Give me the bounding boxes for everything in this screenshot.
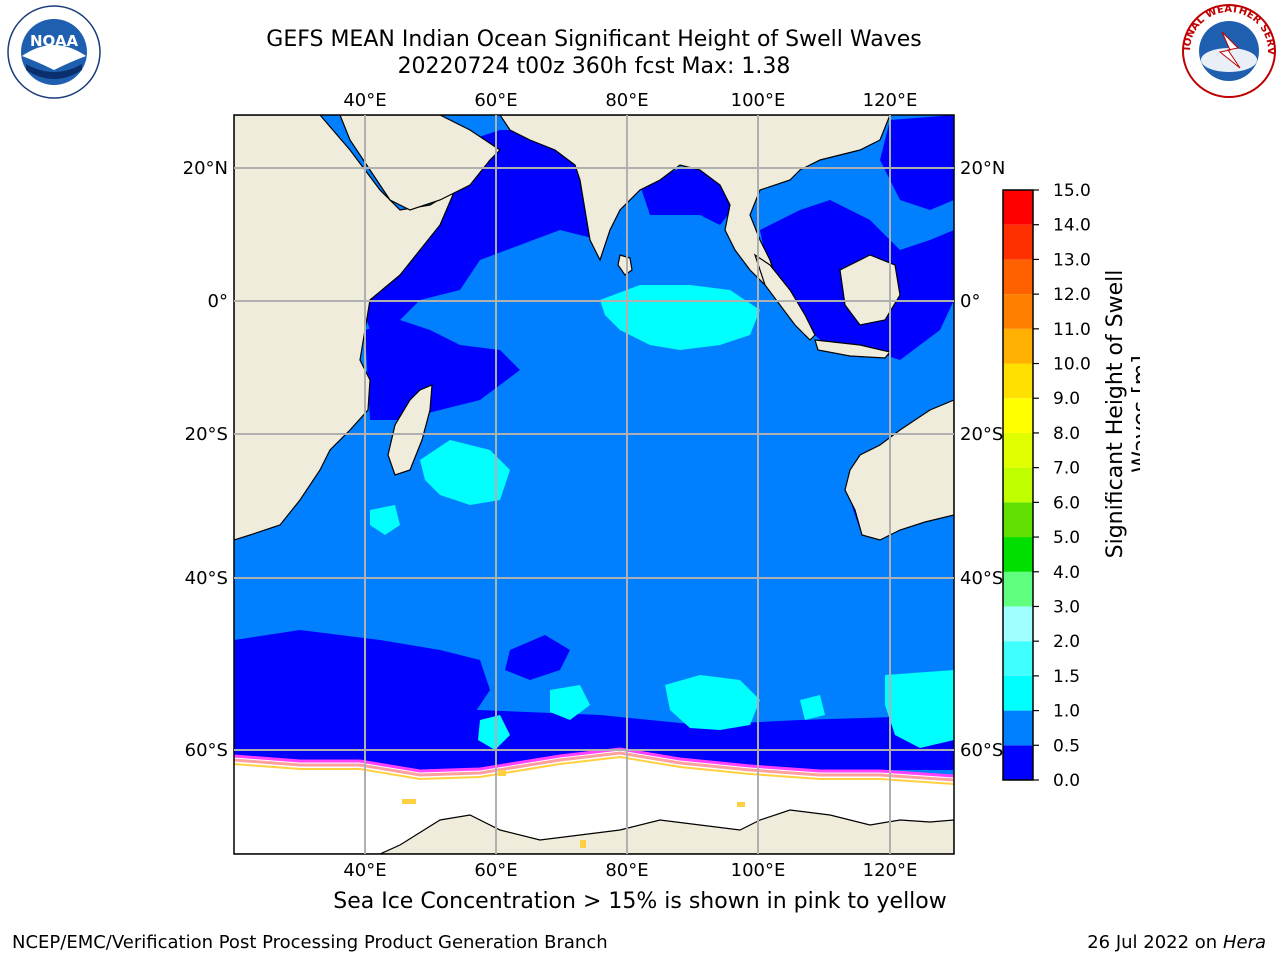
lat-label-left: 20°N — [183, 158, 228, 179]
colorbar-tick-label: 11.0 — [1053, 320, 1091, 340]
lat-label-right: 60°S — [960, 740, 1003, 761]
colorbar-tick-label: 3.0 — [1053, 597, 1080, 617]
colorbar-title-line1: Significant Height of Swell — [1103, 270, 1128, 559]
colorbar-tick-label: 1.5 — [1053, 667, 1080, 687]
colorbar-swatch — [1003, 224, 1033, 260]
lat-label-left: 20°S — [185, 424, 228, 445]
lon-label-top: 120°E — [863, 90, 918, 111]
graticule — [234, 115, 954, 854]
colorbar-tick-label: 14.0 — [1053, 216, 1091, 236]
colorbar-swatch — [1003, 675, 1033, 711]
lat-label-right: 20°S — [960, 424, 1003, 445]
footer-credit: NCEP/EMC/Verification Post Processing Pr… — [12, 932, 608, 953]
ice-edge-salmon — [234, 751, 954, 782]
map-subtitle: 20220724 t00z 360h fcst Max: 1.38 — [397, 54, 791, 79]
colorbar-swatch — [1003, 190, 1033, 225]
sea-ice-caption: Sea Ice Concentration > 15% is shown in … — [333, 889, 947, 914]
colorbar-swatch — [1003, 641, 1033, 676]
colorbar-tick-label: 7.0 — [1053, 459, 1080, 479]
colorbar-tick-label: 8.0 — [1053, 424, 1080, 444]
noaa-logo: NOAA — [7, 5, 101, 99]
colorbar-title-line2: Waves [m] — [1129, 355, 1140, 472]
colorbar-tick-label: 15.0 — [1053, 181, 1091, 201]
lat-label-left: 0° — [208, 291, 228, 312]
ice-edge-yellow — [234, 755, 954, 785]
colorbar-swatch — [1003, 328, 1033, 364]
colorbar-swatch — [1003, 606, 1033, 642]
lat-label-right: 20°N — [960, 158, 1005, 179]
lat-label-left: 60°S — [185, 740, 228, 761]
lon-label-bottom: 80°E — [605, 860, 648, 881]
colorbar-tick-label: 9.0 — [1053, 389, 1080, 409]
colorbar-tick-label: 2.0 — [1053, 632, 1080, 652]
lon-label-top: 100°E — [731, 90, 786, 111]
colorbar-swatch — [1003, 502, 1033, 538]
lon-label-top: 80°E — [605, 90, 648, 111]
ice-edge-pink — [234, 747, 954, 778]
tick-labels: 40°E 40°E 60°E 60°E 80°E 80°E 100°E 100°E 120°E 1… — [183, 90, 1006, 881]
svg-text:NOAA: NOAA — [30, 32, 79, 50]
lat-label-left: 40°S — [185, 568, 228, 589]
colorbar-swatch — [1003, 294, 1033, 329]
colorbar-swatch — [1003, 467, 1033, 503]
colorbar-tick-label: 4.0 — [1053, 563, 1080, 583]
colorbar-tick-label: 0.5 — [1053, 736, 1080, 756]
colorbar: 0.0 0.5 1.0 1.5 2.0 3.0 4.0 5.0 6.0 7.0 8.0 9.0 10.0… — [1002, 181, 1091, 791]
colorbar-swatch — [1003, 537, 1033, 572]
map-frame — [233, 114, 955, 855]
colorbar-frame — [1002, 189, 1034, 781]
colorbar-swatch — [1003, 710, 1033, 746]
lon-label-bottom: 40°E — [343, 860, 386, 881]
colorbar-tick-label: 1.0 — [1053, 702, 1080, 722]
colorbar-swatch — [1003, 259, 1033, 295]
lat-label-right: 40°S — [960, 568, 1003, 589]
colorbar-swatch — [1003, 363, 1033, 399]
colorbar-title: Significant Height of Swell Waves [m] — [1103, 270, 1140, 559]
colorbar-swatch — [1003, 432, 1033, 468]
map-title: GEFS MEAN Indian Ocean Significant Heigh… — [266, 27, 922, 52]
lon-label-top: 40°E — [343, 90, 386, 111]
colorbar-tick-label: 13.0 — [1053, 250, 1091, 270]
colorbar-tick-label: 6.0 — [1053, 493, 1080, 513]
lon-label-bottom: 120°E — [863, 860, 918, 881]
map-area — [234, 115, 954, 854]
colorbar-swatch — [1003, 571, 1033, 607]
footer-host: Hera — [1222, 932, 1266, 953]
colorbar-swatch — [1003, 398, 1033, 433]
colorbar-tick-label: 12.0 — [1053, 285, 1091, 305]
footer-date: 26 Jul 2022 on Hera — [1087, 932, 1266, 953]
lon-label-bottom: 60°E — [474, 860, 517, 881]
sea-ice-speckles — [402, 770, 745, 848]
colorbar-tick-label: 10.0 — [1053, 355, 1091, 375]
colorbar-tick-label: 5.0 — [1053, 528, 1080, 548]
colorbar-swatch — [1003, 745, 1033, 780]
lon-label-top: 60°E — [474, 90, 517, 111]
lat-label-right: 0° — [960, 291, 980, 312]
lon-label-bottom: 100°E — [731, 860, 786, 881]
nws-logo: NATIONAL WEATHER SERVICE — [1178, 2, 1276, 98]
colorbar-tick-label: 0.0 — [1053, 771, 1080, 791]
